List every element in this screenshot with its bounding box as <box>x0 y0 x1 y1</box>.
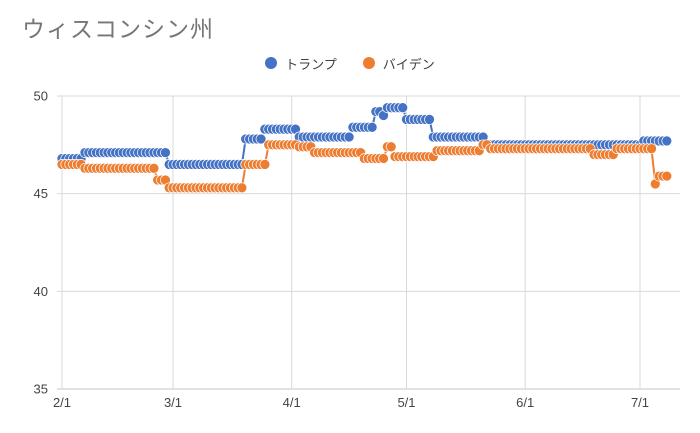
series-markers-biden <box>56 139 673 194</box>
y-axis-label: 45 <box>34 186 48 201</box>
data-point <box>378 153 389 164</box>
x-axis-label: 7/1 <box>631 395 649 410</box>
data-point <box>160 147 171 158</box>
data-point <box>255 133 267 145</box>
data-point <box>661 170 673 182</box>
x-axis-label: 4/1 <box>283 395 301 410</box>
biden-series-dot-icon <box>362 57 375 69</box>
y-axis-label: 50 <box>34 89 48 104</box>
legend-label-trump: トランプ <box>285 56 337 72</box>
data-point <box>366 121 378 133</box>
data-point <box>259 159 271 170</box>
data-point <box>646 143 657 155</box>
legend-item-trump: トランプ <box>265 54 337 73</box>
data-point <box>424 114 435 125</box>
data-point <box>148 162 160 174</box>
data-point <box>236 182 248 194</box>
x-axis-label: 3/1 <box>164 395 182 410</box>
data-point <box>661 135 673 147</box>
y-axis-label: 35 <box>34 382 48 397</box>
x-axis-label: 5/1 <box>397 395 415 410</box>
x-axis-label: 2/1 <box>53 395 71 410</box>
data-point <box>397 102 409 114</box>
data-point <box>343 131 355 143</box>
trump-series-dot-icon <box>265 57 278 69</box>
legend: トランプ バイデン <box>0 54 700 72</box>
y-axis-label: 40 <box>34 284 48 299</box>
x-axis-label: 6/1 <box>516 395 534 410</box>
legend-label-biden: バイデン <box>382 56 435 72</box>
legend-item-biden: バイデン <box>362 54 435 73</box>
data-point <box>385 141 397 153</box>
chart-title: ウィスコンシン州 <box>22 16 214 42</box>
